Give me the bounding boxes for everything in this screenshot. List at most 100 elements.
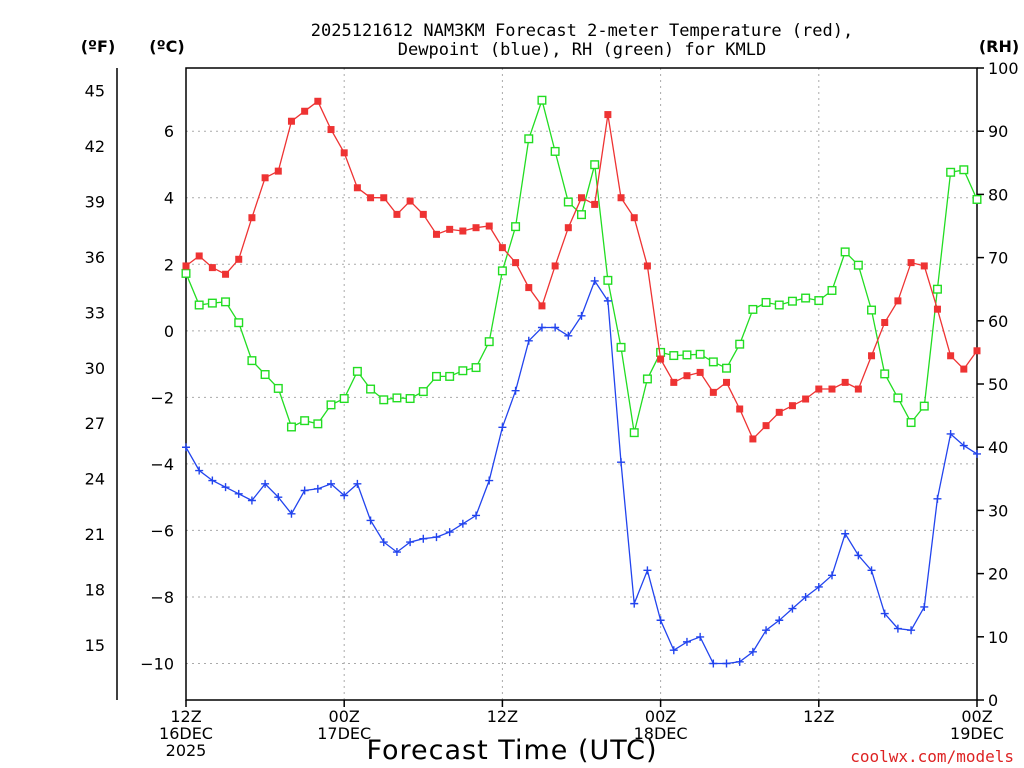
data-point	[880, 609, 889, 618]
data-point	[695, 349, 705, 359]
data-point	[617, 194, 625, 202]
data-point	[696, 632, 705, 641]
data-point	[379, 395, 389, 405]
time-tick-label: 17DEC	[317, 724, 371, 743]
data-point	[339, 394, 349, 404]
data-point	[670, 378, 678, 386]
rh-tick-label: 30	[988, 501, 1008, 520]
data-point	[471, 363, 481, 373]
data-point	[221, 297, 231, 307]
celsius-tick-label: 4	[164, 189, 174, 208]
data-point	[802, 395, 810, 403]
rh-unit-label: (RH)	[979, 37, 1019, 56]
data-point	[959, 165, 969, 175]
data-point	[431, 371, 441, 381]
data-point	[366, 384, 376, 394]
data-point	[195, 466, 204, 475]
data-point	[234, 318, 244, 328]
data-point	[617, 458, 626, 467]
data-point	[314, 97, 322, 105]
fahrenheit-tick-label: 36	[85, 248, 105, 267]
gridlines	[186, 68, 977, 700]
data-point	[854, 551, 863, 560]
data-point	[907, 259, 915, 267]
data-point	[709, 388, 717, 396]
data-point	[537, 323, 546, 332]
data-point	[947, 352, 955, 360]
data-point	[208, 264, 216, 272]
data-point	[405, 394, 415, 404]
data-point	[735, 657, 744, 666]
data-point	[656, 616, 665, 625]
data-point	[604, 111, 612, 119]
data-point	[497, 266, 507, 276]
data-point	[301, 107, 309, 115]
time-tick-label: 2025	[166, 741, 207, 760]
data-point	[722, 659, 731, 668]
data-point	[445, 528, 454, 537]
data-point	[485, 476, 494, 485]
data-point	[801, 293, 811, 303]
data-point	[814, 296, 824, 306]
data-point	[867, 566, 876, 575]
data-point	[458, 519, 467, 528]
data-point	[459, 227, 467, 235]
celsius-tick-label: −4	[150, 455, 174, 474]
chart-title-line-2: Dewpoint (blue), RH (green) for KMLD	[398, 40, 766, 60]
data-point	[406, 197, 414, 205]
fahrenheit-tick-label: 42	[85, 137, 105, 156]
data-point	[261, 479, 270, 488]
data-point	[761, 297, 771, 307]
celsius-tick-label: 2	[164, 255, 174, 274]
data-point	[485, 222, 493, 230]
data-point	[564, 331, 573, 340]
celsius-tick-label: −8	[150, 588, 174, 607]
data-point	[643, 566, 652, 575]
data-point	[827, 571, 836, 580]
data-point	[683, 372, 691, 380]
data-point	[511, 386, 520, 395]
data-point	[247, 356, 257, 366]
celsius-tick-label: 0	[164, 322, 174, 341]
rh-tick-label: 0	[988, 691, 998, 710]
data-point	[788, 402, 796, 410]
data-point	[326, 400, 336, 410]
data-point	[273, 383, 283, 393]
credit-label: coolwx.com/models	[850, 747, 1014, 766]
data-point	[893, 624, 902, 633]
data-point	[657, 355, 665, 363]
rh-tick-label: 40	[988, 438, 1008, 457]
data-point	[946, 429, 955, 438]
data-point	[340, 149, 348, 157]
data-point	[379, 538, 388, 547]
data-point	[696, 368, 704, 376]
data-point	[723, 378, 731, 386]
data-point	[564, 224, 572, 232]
data-point	[563, 197, 573, 207]
time-tick-label: 19DEC	[950, 724, 1004, 743]
celsius-tick-label: 6	[164, 122, 174, 141]
data-point	[591, 200, 599, 208]
data-point	[629, 428, 639, 438]
data-point	[669, 351, 679, 361]
data-point	[868, 352, 876, 360]
data-point	[432, 533, 441, 542]
rh-tick-label: 80	[988, 185, 1008, 204]
data-point	[366, 516, 375, 525]
data-point	[603, 275, 613, 285]
data-point	[340, 491, 349, 500]
data-point	[630, 599, 639, 608]
data-point	[524, 336, 533, 345]
data-point	[590, 160, 600, 170]
data-point	[352, 366, 362, 376]
fahrenheit-tick-label: 30	[85, 359, 105, 378]
data-point	[327, 126, 335, 134]
data-point	[880, 369, 890, 379]
data-point	[260, 370, 270, 380]
data-point	[234, 489, 243, 498]
data-point	[235, 255, 243, 263]
data-point	[551, 323, 560, 332]
data-point	[353, 479, 362, 488]
data-point	[893, 393, 903, 403]
data-point	[775, 408, 783, 416]
